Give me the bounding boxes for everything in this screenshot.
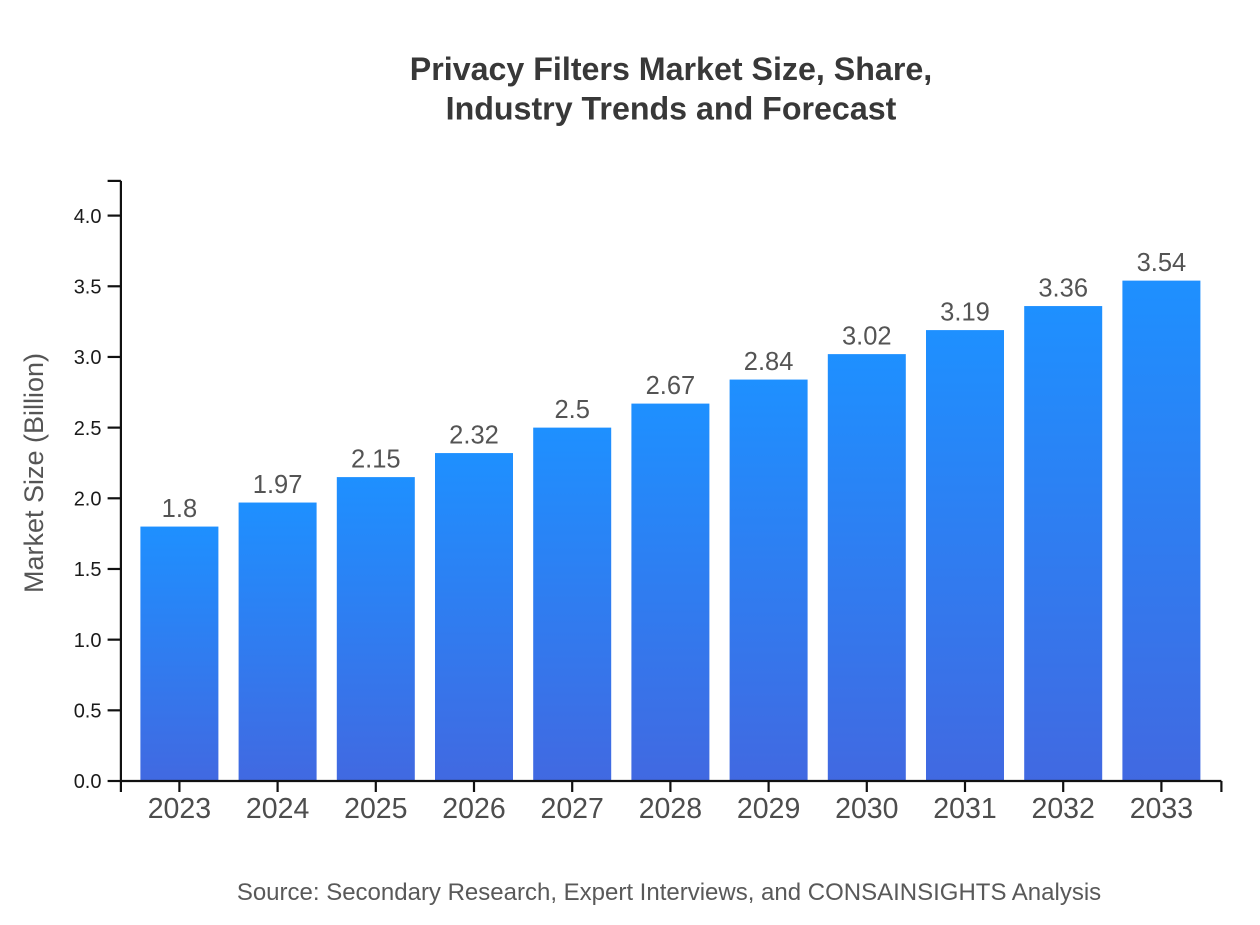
svg-text:0.0: 0.0 (74, 771, 102, 793)
svg-text:2023: 2023 (148, 793, 211, 825)
svg-text:2.15: 2.15 (351, 446, 401, 474)
svg-text:3.54: 3.54 (1137, 249, 1187, 277)
svg-text:1.0: 1.0 (74, 630, 102, 652)
svg-text:1.97: 1.97 (253, 471, 303, 499)
svg-text:2028: 2028 (639, 793, 702, 825)
svg-text:2.84: 2.84 (744, 348, 794, 376)
svg-text:2033: 2033 (1130, 793, 1193, 825)
svg-text:3.36: 3.36 (1038, 275, 1088, 303)
svg-text:1.5: 1.5 (74, 559, 102, 581)
svg-text:2.32: 2.32 (449, 422, 499, 450)
svg-text:2030: 2030 (835, 793, 898, 825)
svg-text:2.0: 2.0 (74, 489, 102, 511)
svg-text:3.5: 3.5 (74, 276, 102, 298)
svg-text:2027: 2027 (540, 793, 603, 825)
svg-text:Industry Trends and Forecast: Industry Trends and Forecast (446, 90, 897, 126)
svg-text:4.0: 4.0 (74, 206, 102, 228)
svg-text:Privacy Filters Market Size, S: Privacy Filters Market Size, Share, (410, 51, 932, 87)
svg-text:Market Size (Billion): Market Size (Billion) (19, 353, 49, 593)
svg-text:2.5: 2.5 (74, 418, 102, 440)
svg-text:2031: 2031 (933, 793, 996, 825)
svg-text:2025: 2025 (344, 793, 407, 825)
svg-text:2026: 2026 (442, 793, 505, 825)
svg-text:Source: Secondary Research, Ex: Source: Secondary Research, Expert Inter… (237, 879, 1101, 906)
svg-text:2.67: 2.67 (646, 372, 696, 400)
svg-text:3.19: 3.19 (940, 299, 990, 327)
svg-text:2032: 2032 (1031, 793, 1094, 825)
svg-text:2.5: 2.5 (554, 396, 589, 424)
svg-text:2029: 2029 (737, 793, 800, 825)
svg-text:2024: 2024 (246, 793, 310, 825)
svg-text:0.5: 0.5 (74, 701, 102, 723)
svg-text:1.8: 1.8 (162, 495, 197, 523)
svg-text:3.0: 3.0 (74, 347, 102, 369)
svg-text:3.02: 3.02 (842, 323, 892, 351)
